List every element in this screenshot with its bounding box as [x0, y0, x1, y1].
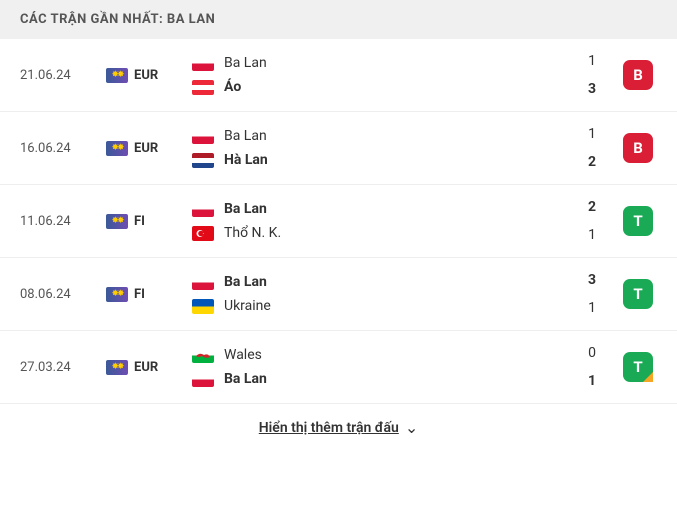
team-line-1: Ba Lan [192, 128, 561, 144]
score-team2: 3 [588, 79, 596, 99]
flag-poland-icon [192, 275, 214, 290]
result-corner-icon [643, 372, 653, 382]
result-col: T [623, 279, 657, 309]
result-col: T [623, 206, 657, 236]
match-row[interactable]: 27.03.24 EUR Wales Ba Lan 0 1 T [0, 331, 677, 404]
teams-col: Ba Lan Áo [192, 55, 561, 95]
competition-col: EUR [106, 68, 176, 83]
team-line-2: Áo [192, 79, 561, 95]
competition-label: EUR [134, 360, 158, 375]
result-col: T [623, 352, 657, 382]
team-name: Wales [224, 347, 262, 363]
match-row[interactable]: 11.06.24 FI Ba Lan Thổ N. K. 2 1 T [0, 185, 677, 258]
score-team2: 1 [588, 371, 596, 391]
matches-widget: CÁC TRẬN GẦN NHẤT: BA LAN 21.06.24 EUR B… [0, 0, 677, 451]
team-name: Áo [224, 79, 241, 95]
result-badge: T [623, 352, 653, 382]
flag-poland-icon [192, 56, 214, 71]
chevron-down-icon: ⌄ [405, 418, 418, 437]
section-header: CÁC TRẬN GẦN NHẤT: BA LAN [0, 0, 677, 39]
flag-ukraine-icon [192, 299, 214, 314]
match-date: 11.06.24 [20, 214, 90, 229]
competition-label: EUR [134, 141, 158, 156]
team-name: Ba Lan [224, 371, 267, 387]
team-name: Thổ N. K. [224, 225, 281, 241]
match-row[interactable]: 21.06.24 EUR Ba Lan Áo 1 3 B [0, 39, 677, 112]
match-date: 08.06.24 [20, 287, 90, 302]
match-date: 21.06.24 [20, 68, 90, 83]
result-badge: B [623, 60, 653, 90]
competition-label: FI [134, 287, 145, 302]
match-date: 27.03.24 [20, 360, 90, 375]
flag-poland-icon [192, 372, 214, 387]
team-line-2: Ba Lan [192, 371, 561, 387]
result-col: B [623, 133, 657, 163]
team-name: Hà Lan [224, 152, 268, 168]
header-title: CÁC TRẬN GẦN NHẤT: BA LAN [20, 12, 215, 27]
score-team1: 1 [588, 51, 596, 71]
result-badge: T [623, 279, 653, 309]
teams-col: Ba Lan Ukraine [192, 274, 561, 314]
teams-col: Wales Ba Lan [192, 347, 561, 387]
team-name: Ba Lan [224, 128, 267, 144]
flag-wales-icon [192, 348, 214, 363]
flag-poland-icon [192, 129, 214, 144]
score-team1: 1 [588, 124, 596, 144]
flag-poland-icon [192, 202, 214, 217]
globe-icon [106, 141, 128, 156]
team-line-2: Thổ N. K. [192, 225, 561, 241]
competition-col: FI [106, 287, 176, 302]
result-badge: T [623, 206, 653, 236]
globe-icon [106, 360, 128, 375]
competition-label: EUR [134, 68, 158, 83]
match-row[interactable]: 08.06.24 FI Ba Lan Ukraine 3 1 T [0, 258, 677, 331]
competition-col: EUR [106, 360, 176, 375]
team-name: Ba Lan [224, 274, 267, 290]
score-team1: 0 [588, 343, 596, 363]
team-line-2: Hà Lan [192, 152, 561, 168]
score-team2: 1 [588, 225, 596, 245]
result-badge: B [623, 133, 653, 163]
score-col: 1 2 [577, 124, 607, 172]
flag-austria-icon [192, 80, 214, 95]
competition-col: FI [106, 214, 176, 229]
team-line-1: Wales [192, 347, 561, 363]
flag-turkey-icon [192, 226, 214, 241]
show-more-button[interactable]: Hiển thị thêm trận đấu ⌄ [0, 404, 677, 451]
team-line-1: Ba Lan [192, 274, 561, 290]
globe-icon [106, 287, 128, 302]
globe-icon [106, 68, 128, 83]
team-name: Ba Lan [224, 55, 267, 71]
score-team1: 3 [588, 270, 596, 290]
match-row[interactable]: 16.06.24 EUR Ba Lan Hà Lan 1 2 B [0, 112, 677, 185]
globe-icon [106, 214, 128, 229]
match-date: 16.06.24 [20, 141, 90, 156]
score-col: 1 3 [577, 51, 607, 99]
team-line-2: Ukraine [192, 298, 561, 314]
team-name: Ba Lan [224, 201, 267, 217]
score-col: 3 1 [577, 270, 607, 318]
score-team2: 1 [588, 298, 596, 318]
score-col: 2 1 [577, 197, 607, 245]
result-col: B [623, 60, 657, 90]
score-team1: 2 [588, 197, 596, 217]
show-more-label: Hiển thị thêm trận đấu [259, 420, 399, 436]
score-team2: 2 [588, 152, 596, 172]
teams-col: Ba Lan Hà Lan [192, 128, 561, 168]
team-name: Ukraine [224, 298, 271, 314]
competition-label: FI [134, 214, 145, 229]
score-col: 0 1 [577, 343, 607, 391]
flag-netherlands-icon [192, 153, 214, 168]
matches-list: 21.06.24 EUR Ba Lan Áo 1 3 B 16.06. [0, 39, 677, 404]
team-line-1: Ba Lan [192, 55, 561, 71]
competition-col: EUR [106, 141, 176, 156]
teams-col: Ba Lan Thổ N. K. [192, 201, 561, 241]
team-line-1: Ba Lan [192, 201, 561, 217]
